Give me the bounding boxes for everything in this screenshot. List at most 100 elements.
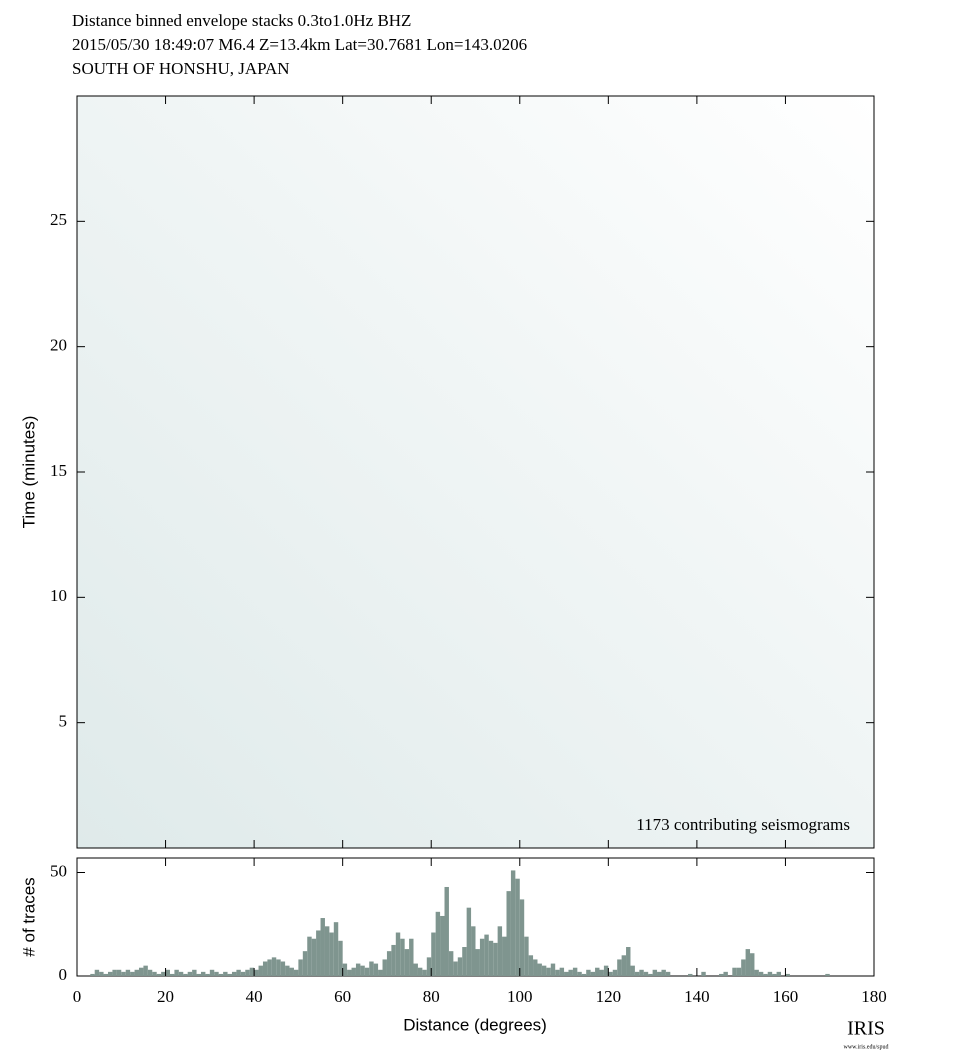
histogram-bar bbox=[772, 973, 777, 976]
histogram-bar bbox=[493, 942, 498, 976]
histogram-bar bbox=[369, 961, 374, 976]
histogram-bar bbox=[205, 973, 210, 976]
y-tick-label: 0 bbox=[59, 965, 68, 984]
histogram-bar bbox=[156, 973, 162, 976]
histogram-bar bbox=[639, 969, 644, 976]
histogram-bar bbox=[364, 967, 370, 976]
histogram-bar bbox=[409, 938, 414, 976]
histogram-bar bbox=[196, 973, 201, 976]
title-line: SOUTH OF HONSHU, JAPAN bbox=[72, 59, 290, 78]
histogram-bar bbox=[293, 969, 299, 976]
x-tick-label: 20 bbox=[157, 987, 174, 1006]
histogram-bar bbox=[657, 971, 662, 976]
histogram-bar bbox=[214, 971, 219, 976]
histogram-bar bbox=[665, 971, 671, 976]
x-tick-label: 0 bbox=[73, 987, 82, 1006]
y-tick-label: 5 bbox=[59, 712, 68, 731]
histogram-bar bbox=[652, 969, 658, 976]
histogram-bar bbox=[249, 967, 255, 976]
histogram-bar bbox=[298, 959, 303, 976]
histogram-bar bbox=[599, 969, 604, 976]
histogram-bar bbox=[422, 969, 427, 976]
histogram-bar bbox=[453, 961, 458, 976]
histogram-bar bbox=[192, 969, 197, 976]
histogram-bar bbox=[351, 967, 356, 976]
histogram-bar bbox=[750, 953, 755, 976]
histogram-bar bbox=[209, 969, 215, 976]
y-tick-label: 20 bbox=[50, 336, 67, 355]
histogram-bar bbox=[506, 891, 511, 976]
histogram-bar bbox=[227, 973, 232, 976]
histogram-bar bbox=[94, 969, 100, 976]
histogram-bar bbox=[502, 936, 507, 976]
histogram-bar bbox=[391, 944, 396, 976]
histogram-bar bbox=[431, 932, 436, 976]
histogram-bar bbox=[342, 963, 348, 976]
histogram-bar bbox=[626, 947, 631, 976]
histogram-bar bbox=[386, 951, 392, 976]
histogram-bar bbox=[125, 969, 131, 976]
histogram-bar bbox=[378, 969, 383, 976]
envelope-image-backdrop bbox=[77, 96, 874, 848]
histogram-bar bbox=[648, 973, 653, 976]
x-tick-label: 160 bbox=[773, 987, 799, 1006]
histogram-bar bbox=[107, 971, 113, 976]
histogram-bar bbox=[307, 936, 312, 976]
histogram-bar bbox=[825, 973, 830, 976]
histogram-bar bbox=[763, 973, 768, 976]
histogram-bar bbox=[515, 878, 520, 976]
x-tick-label: 60 bbox=[334, 987, 351, 1006]
histogram-bar bbox=[488, 940, 494, 976]
histogram-bar bbox=[143, 965, 148, 976]
histogram-bar bbox=[223, 971, 228, 976]
histogram-bar bbox=[736, 967, 742, 976]
histogram-bar bbox=[572, 967, 578, 976]
histogram-bar bbox=[320, 918, 325, 976]
histogram-bar bbox=[590, 971, 596, 976]
histogram-bar bbox=[404, 949, 410, 976]
histogram-bar bbox=[537, 963, 542, 976]
histogram-bar bbox=[767, 971, 773, 976]
histogram-bar bbox=[634, 971, 640, 976]
histogram-bar bbox=[741, 959, 746, 976]
histogram-bar bbox=[479, 938, 485, 976]
histogram-bar bbox=[285, 965, 290, 976]
histogram-bar bbox=[581, 973, 587, 976]
histogram-bar bbox=[643, 971, 649, 976]
histogram-bar bbox=[103, 973, 108, 976]
histogram-bar bbox=[550, 963, 556, 976]
histogram-bar bbox=[245, 969, 250, 976]
histogram-bar bbox=[240, 971, 246, 976]
histogram-bar bbox=[559, 967, 565, 976]
histogram-bar bbox=[400, 938, 405, 976]
annotation: 1173 contributing seismograms bbox=[636, 815, 850, 834]
histogram-bar bbox=[732, 967, 737, 976]
histogram-bar bbox=[174, 969, 179, 976]
histogram-bar bbox=[448, 951, 454, 976]
histogram-bar bbox=[382, 959, 387, 976]
histogram-bar bbox=[471, 926, 476, 976]
histogram-bar bbox=[524, 936, 529, 976]
histogram-bar bbox=[218, 973, 224, 976]
histogram-bar bbox=[187, 971, 193, 976]
histogram-bar bbox=[723, 971, 728, 976]
x-tick-label: 120 bbox=[596, 987, 622, 1006]
y-tick-label: 25 bbox=[50, 210, 67, 229]
x-tick-label: 180 bbox=[861, 987, 887, 1006]
x-tick-label: 100 bbox=[507, 987, 533, 1006]
histogram-bar bbox=[355, 963, 361, 976]
histogram-bar bbox=[138, 967, 144, 976]
histogram-bar bbox=[333, 922, 339, 976]
histogram-bar bbox=[612, 969, 618, 976]
histogram-bar bbox=[785, 973, 790, 976]
histogram-bar bbox=[541, 965, 547, 976]
histogram-bar bbox=[621, 955, 627, 976]
histogram-bar bbox=[99, 971, 104, 976]
histogram-bar bbox=[564, 971, 569, 976]
histogram-bar bbox=[316, 930, 321, 976]
histogram-bar bbox=[413, 963, 418, 976]
title-line: Distance binned envelope stacks 0.3to1.0… bbox=[72, 11, 411, 30]
histogram-bar bbox=[484, 934, 489, 976]
histogram-bar bbox=[586, 969, 591, 976]
